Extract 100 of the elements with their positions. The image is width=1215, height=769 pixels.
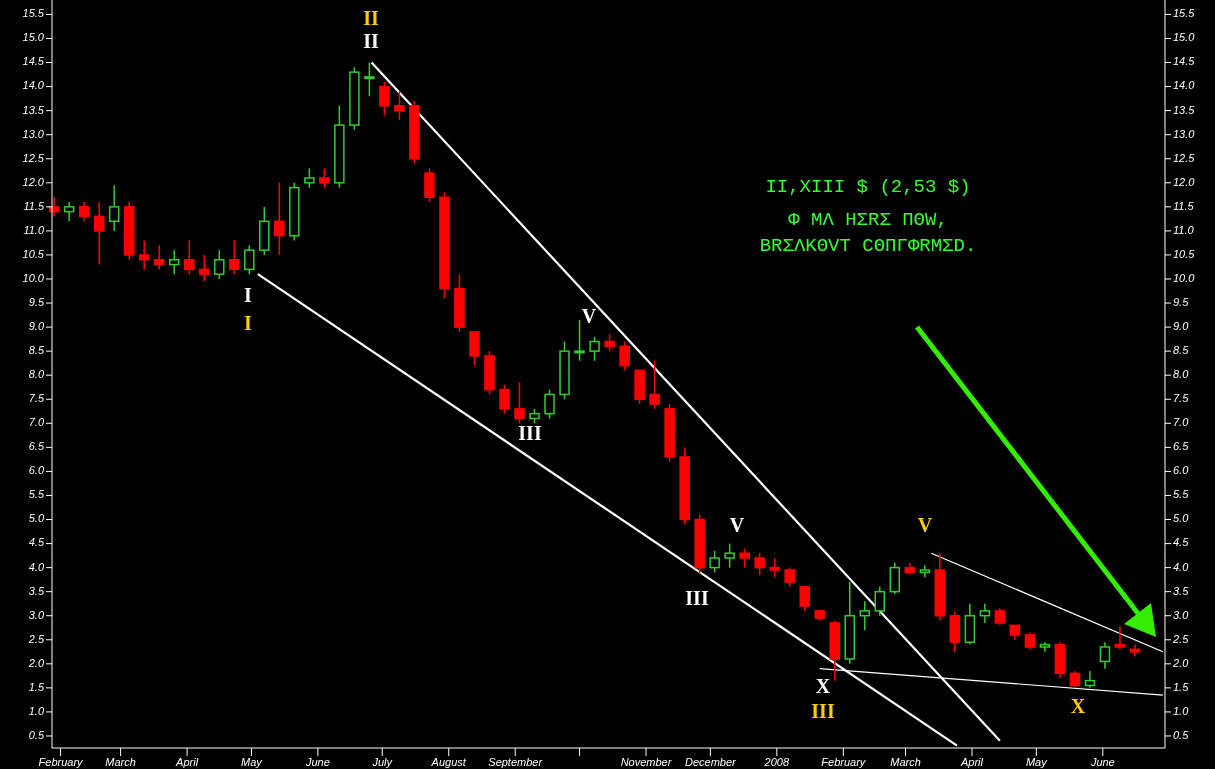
y2-tick-label: 3.5 [1173, 584, 1190, 597]
y-tick-label: 3.0 [28, 608, 45, 621]
candlestick [63, 201, 75, 223]
candlestick [499, 384, 510, 415]
annotation: V [917, 513, 933, 536]
y-tick-label: 8.5 [28, 344, 45, 357]
y-tick-label: 2.0 [27, 656, 45, 669]
candlestick [199, 254, 210, 283]
y2-tick-label: 6.0 [1173, 464, 1190, 477]
y2-tick-label: 14.5 [1173, 55, 1196, 68]
y-tick-label: 7.0 [28, 416, 45, 429]
candlestick [168, 249, 180, 275]
candlestick [138, 239, 150, 271]
y-tick-label: 3.5 [28, 584, 45, 597]
candlestick [739, 547, 750, 569]
annotation: V [581, 304, 597, 327]
y2-tick-label: 11.0 [1173, 223, 1195, 236]
y2-tick-label: 15.0 [1173, 31, 1196, 44]
x-tick-label: February [821, 755, 867, 768]
y2-tick-label: 7.5 [1173, 392, 1190, 405]
annotation: Φ MΛ HΣRΣ ΠΘW, [788, 209, 948, 232]
annotation: III [685, 586, 709, 609]
y2-tick-label: 5.5 [1173, 488, 1190, 501]
y-tick-label: 10.5 [22, 247, 45, 260]
y-tick-label: 0.5 [28, 728, 45, 741]
y2-tick-label: 9.0 [1173, 320, 1190, 333]
annotation: III [518, 421, 542, 444]
y-tick-label: 4.0 [28, 560, 45, 573]
y2-tick-label: 8.5 [1173, 344, 1190, 357]
candlestick [364, 61, 375, 97]
y-tick-label: 5.0 [28, 512, 45, 525]
annotation: X [1070, 694, 1086, 717]
y-tick-label: 10.0 [22, 271, 45, 284]
y2-tick-label: 10.5 [1173, 247, 1196, 260]
y-tick-label: 2.5 [27, 632, 45, 645]
candlestick [244, 244, 255, 275]
y-tick-label: 1.5 [28, 680, 45, 693]
x-tick-label: December [684, 755, 738, 768]
y-tick-label: 14.5 [22, 55, 45, 68]
y2-tick-label: 11.5 [1173, 199, 1195, 212]
x-tick-label: May [1025, 755, 1049, 768]
y2-tick-label: 3.0 [1173, 608, 1190, 621]
candlestick [709, 550, 720, 574]
y2-tick-label: 0.5 [1173, 728, 1190, 741]
y2-tick-label: 9.5 [1173, 295, 1190, 308]
candlestick [153, 244, 165, 271]
y2-tick-label: 2.0 [1172, 656, 1190, 669]
y2-tick-label: 13.0 [1173, 127, 1196, 140]
annotation: I [244, 283, 253, 306]
candlestick [874, 586, 886, 617]
y2-tick-label: 1.5 [1173, 680, 1190, 693]
y2-tick-label: 15.5 [1173, 7, 1196, 20]
candlestick [108, 184, 120, 232]
candlestick [274, 182, 285, 256]
y-tick-label: 12.0 [22, 175, 45, 188]
annotation: V [729, 513, 745, 536]
annotation: X [815, 674, 831, 697]
annotation: I [244, 311, 253, 334]
y-tick-label: 5.5 [28, 488, 45, 501]
candlestick [78, 201, 90, 223]
y2-tick-label: 6.5 [1173, 440, 1190, 453]
y-tick-label: 11.0 [23, 223, 45, 236]
candlestick [214, 249, 225, 280]
x-tick-label: April [959, 755, 984, 768]
candlestick [619, 340, 630, 372]
y-tick-label: 1.0 [28, 704, 45, 717]
x-tick-label: 2008 [763, 755, 790, 768]
candlestick [754, 552, 765, 576]
candlestick [544, 388, 555, 420]
candlestick [769, 557, 780, 578]
annotation: II [363, 6, 379, 29]
y-tick-label: 15.5 [22, 7, 45, 20]
candlestick [979, 602, 991, 624]
x-tick-label: September [488, 755, 544, 768]
annotation: II,XIII $ (2,53 $) [765, 176, 971, 199]
y2-tick-label: 12.0 [1173, 175, 1196, 188]
candlestick [304, 167, 315, 189]
y-tick-label: 8.0 [28, 368, 45, 381]
y-tick-label: 6.5 [28, 440, 45, 453]
candlestick [93, 201, 105, 266]
y-tick-label: 11.5 [23, 199, 45, 212]
candlestick [394, 90, 405, 122]
x-tick-label: July [371, 755, 394, 768]
candlestick [184, 239, 195, 275]
y-tick-label: 13.5 [22, 103, 45, 116]
x-tick-label: March [105, 755, 136, 768]
y-tick-label: 9.5 [28, 295, 45, 308]
y2-tick-label: 14.0 [1173, 79, 1196, 92]
y-tick-label: 6.0 [28, 464, 45, 477]
y-tick-label: 12.5 [22, 151, 45, 164]
y-tick-label: 15.0 [22, 31, 45, 44]
y2-tick-label: 10.0 [1173, 271, 1196, 284]
annotation: III [811, 699, 835, 722]
y2-tick-label: 1.0 [1173, 704, 1190, 717]
candlestick [229, 239, 240, 275]
x-tick-label: November [620, 755, 673, 768]
y-tick-label: 7.5 [28, 392, 45, 405]
y-tick-label: 13.0 [22, 127, 45, 140]
candlestick [859, 600, 871, 631]
y2-tick-label: 13.5 [1173, 103, 1196, 116]
